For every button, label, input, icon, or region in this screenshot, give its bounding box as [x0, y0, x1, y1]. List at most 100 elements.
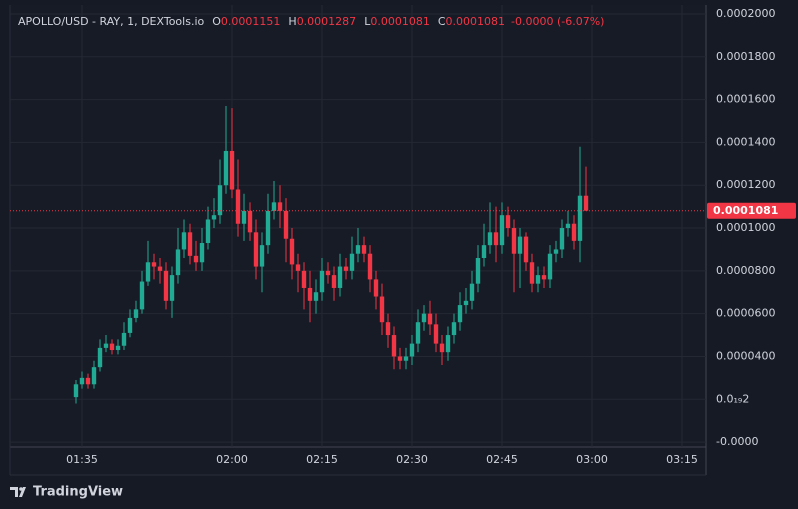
legend-change: -0.0000 (-6.07%) [511, 15, 604, 28]
candle-body [103, 343, 109, 348]
candle-body [463, 300, 469, 306]
candle-body [265, 210, 271, 246]
candle-body [481, 245, 487, 258]
candle-body [85, 377, 91, 385]
candle-body [289, 238, 295, 265]
candle-body [475, 257, 481, 284]
candle-body [523, 236, 529, 263]
candle-body [583, 195, 589, 211]
candle-body [145, 262, 151, 282]
y-tick-label: 0.0000600 [716, 307, 776, 320]
candle-body [499, 215, 505, 246]
legend-value: 0.0001287 [297, 15, 357, 28]
candle-body [331, 275, 337, 288]
candle-body [361, 245, 367, 254]
candle-body [115, 345, 121, 351]
candle-body [175, 249, 181, 276]
y-tick-label: 0.0002000 [716, 7, 776, 20]
candle-body [301, 270, 307, 288]
legend-value: 0.0001081 [446, 15, 506, 28]
candle-body [319, 270, 325, 293]
y-tick-label: 0.0₁₉2 [716, 392, 749, 405]
candle-body [337, 266, 343, 288]
candle-body [577, 195, 583, 241]
candle-body [73, 384, 79, 398]
candle-body [469, 283, 475, 301]
price-label-box [707, 202, 796, 219]
candle-body [241, 210, 247, 224]
candle-body [187, 232, 193, 256]
candle-body [379, 296, 385, 323]
candle-body [565, 223, 571, 229]
y-tick-label: 0.0001200 [716, 178, 776, 191]
legend-key: H [288, 15, 296, 28]
candle-body [211, 215, 217, 220]
candle-body [343, 266, 349, 271]
candle-body [157, 266, 163, 271]
candle-body [283, 210, 289, 239]
candle-body [163, 270, 169, 301]
candle-body [79, 377, 85, 385]
candle-body [517, 236, 523, 254]
candle-body [487, 232, 493, 246]
candle-body [235, 189, 241, 224]
x-tick-label: 02:00 [216, 453, 248, 466]
candle-layer [73, 106, 589, 404]
y-tick-label: 0.0001400 [716, 135, 776, 148]
price-label: 0.0001081 [713, 204, 778, 217]
candle-body [271, 202, 277, 211]
candle-body [445, 335, 451, 353]
legend-key: O [212, 15, 221, 28]
candle-body [139, 281, 145, 310]
candle-body [355, 245, 361, 254]
legend-value: 0.0001151 [221, 15, 281, 28]
candle-body [121, 332, 127, 346]
candle-body [373, 279, 379, 297]
legend-key: L [364, 15, 371, 28]
candle-body [205, 219, 211, 244]
candle-body [541, 275, 547, 280]
x-tick-label: 03:15 [666, 453, 698, 466]
candle-body [325, 270, 331, 276]
candle-body [535, 275, 541, 284]
y-tick-label: 0.0000400 [716, 349, 776, 362]
candle-body [199, 243, 205, 263]
candle-body [313, 292, 319, 301]
brand-logo [10, 487, 26, 497]
candle-body [457, 305, 463, 323]
legend-symbol: APOLLO/USD - RAY, 1, DEXTools.io [18, 15, 204, 28]
candle-body [559, 228, 565, 250]
candle-body [505, 215, 511, 229]
overlay-layer: -0.0000 0.0₁₉2 0.0000400 0.0000600 0.0000800… [10, 7, 796, 466]
legend-line: APOLLO/USD - RAY, 1, DEXTools.io O0.00011… [18, 15, 604, 28]
candle-body [229, 150, 235, 190]
candle-body [223, 150, 229, 186]
candle-body [403, 356, 409, 361]
brand-icon-dot [19, 487, 23, 491]
candle-body [391, 335, 397, 357]
x-tick-label: 02:30 [396, 453, 428, 466]
candle-body [127, 317, 133, 333]
candle-body [91, 367, 97, 385]
candle-body [97, 347, 103, 368]
brand-text: TradingView [33, 485, 123, 500]
candle-body [247, 210, 253, 233]
y-tick-label: -0.0000 [716, 435, 758, 448]
candle-body [571, 223, 577, 241]
candle-body [151, 262, 157, 267]
candle-body [217, 185, 223, 216]
candle-body [385, 322, 391, 336]
candle-body [109, 343, 115, 351]
candle-body [295, 264, 301, 271]
legend-key: C [438, 15, 446, 28]
candle-body [259, 245, 265, 267]
x-tick-label: 02:15 [306, 453, 338, 466]
candle-body [349, 253, 355, 271]
candle-body [421, 313, 427, 323]
candle-body [427, 313, 433, 325]
candle-body [409, 343, 415, 357]
candle-body [439, 343, 445, 353]
x-tick-label: 03:00 [576, 453, 608, 466]
candle-body [133, 309, 139, 318]
